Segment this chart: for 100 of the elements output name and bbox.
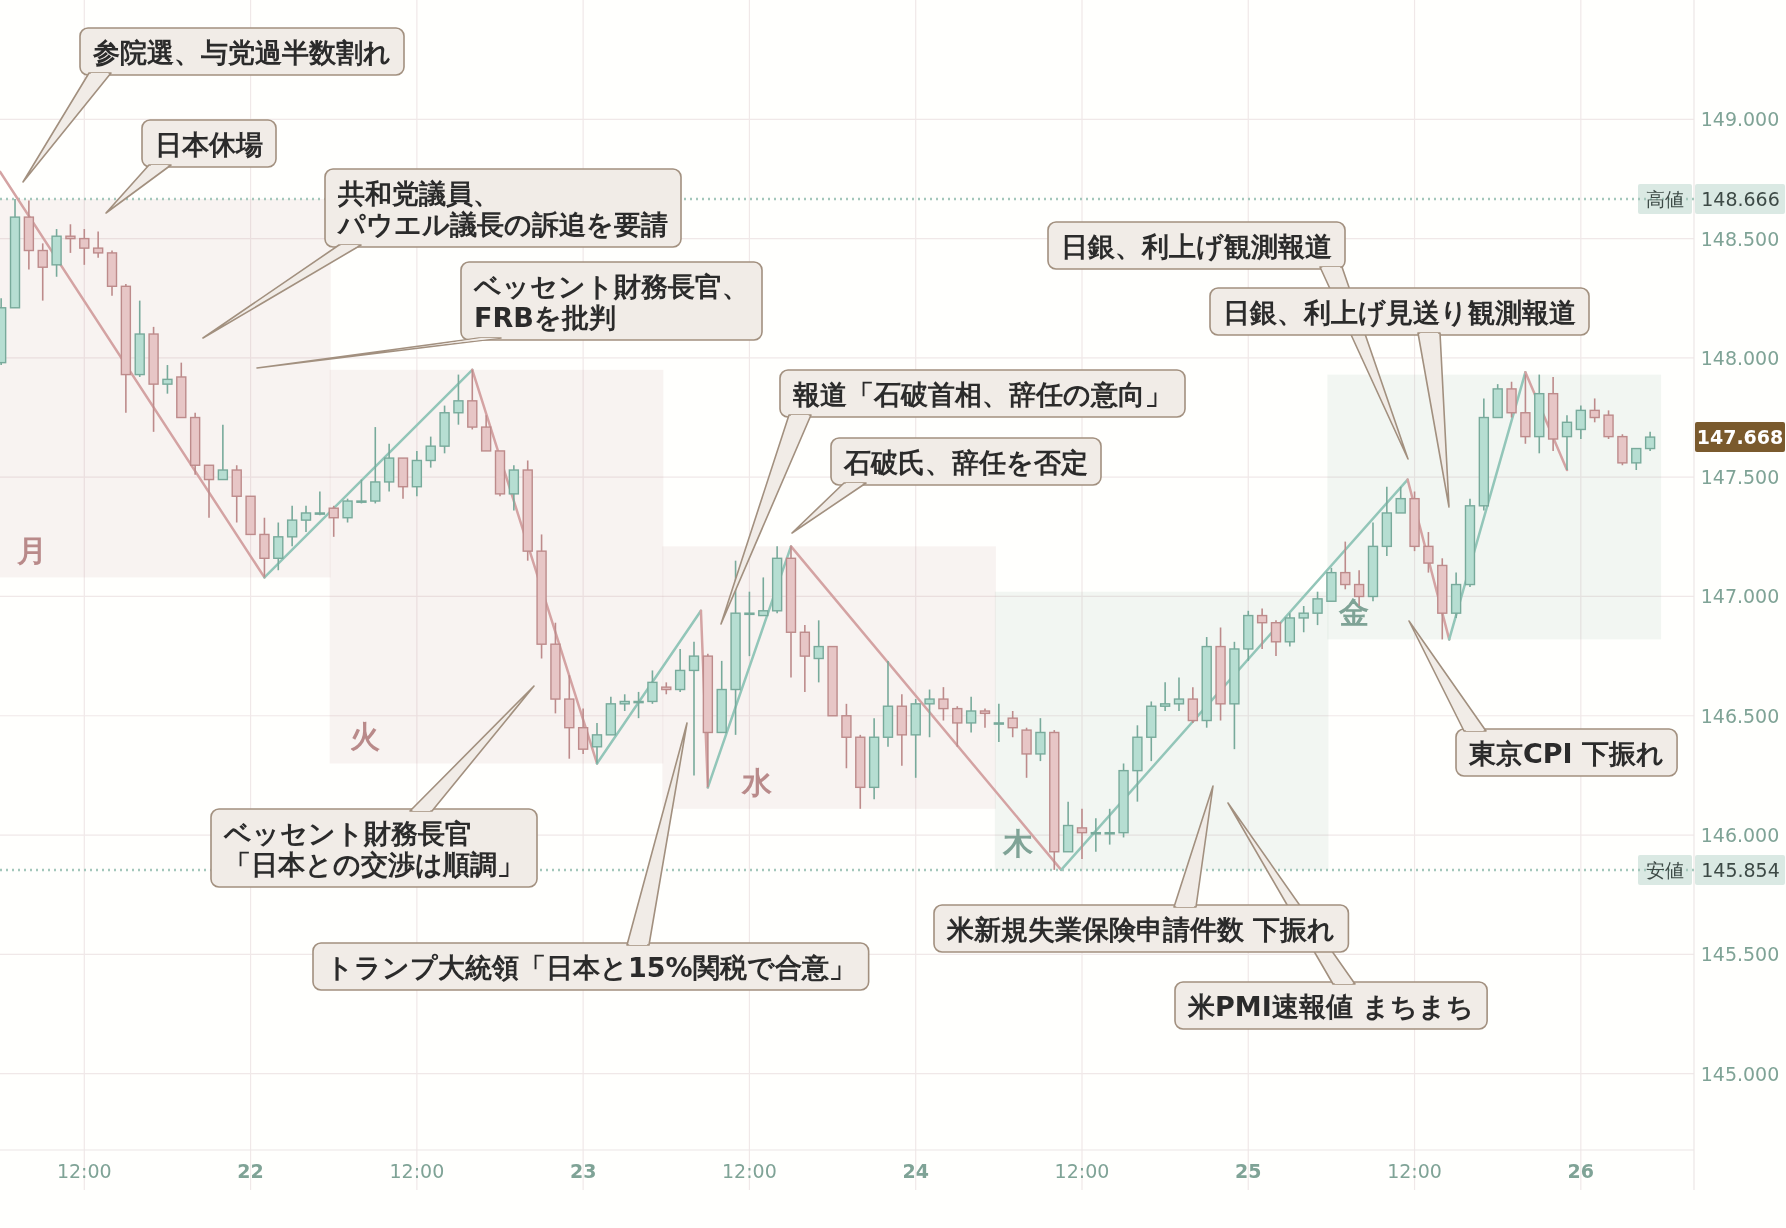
x-tick-label: 22 (237, 1160, 264, 1182)
candlestick (1159, 681, 1171, 712)
candlestick (79, 228, 90, 266)
annotation: トランプ大統領「日本と15%関税で合意」 (326, 952, 856, 983)
candlestick (328, 505, 339, 538)
candlestick (1298, 605, 1309, 634)
candlestick (1312, 590, 1323, 626)
candlestick (217, 423, 229, 481)
x-tick-label: 25 (1235, 1160, 1262, 1182)
annotation: 日銀、利上げ見送り観測報道 (1223, 297, 1576, 328)
candlestick (1520, 373, 1531, 445)
candlestick (1187, 686, 1199, 724)
price-tag: 147.668 (1695, 422, 1785, 453)
x-tick-label: 12:00 (1387, 1160, 1442, 1182)
candlestick (1561, 414, 1573, 471)
candlestick (425, 435, 436, 469)
candlestick (273, 521, 284, 572)
band-label: 水 (741, 764, 774, 800)
candlestick (1007, 710, 1018, 739)
candlestick (799, 624, 811, 693)
y-tick-label: 147.500 (1700, 466, 1780, 489)
candlestick (1173, 676, 1185, 712)
candlestick (383, 442, 395, 493)
candlestick (965, 695, 977, 734)
candlestick (813, 619, 824, 684)
candlestick (591, 722, 603, 765)
candlestick (993, 703, 1005, 743)
candlestick (1340, 540, 1351, 591)
candlestick (1035, 717, 1046, 762)
annotation: 東京CPI 下振れ (1468, 738, 1665, 769)
candlestick (259, 516, 270, 579)
callout: 日本休場 (105, 119, 277, 214)
candlestick (841, 703, 852, 770)
candlestick (577, 707, 589, 755)
annotation: 共和党議員、パウエル議長の訴追を要請 (336, 178, 668, 240)
y-tick-label: 148.500 (1700, 227, 1780, 250)
band-label: 月 (16, 533, 48, 569)
candlestick (1270, 619, 1282, 657)
candlestick (1395, 485, 1406, 514)
annotation: 米PMI速報値 まちまち (1187, 991, 1475, 1022)
y-tick-label: 147.000 (1700, 585, 1780, 608)
candlestick (1589, 397, 1600, 424)
candlestick (1575, 404, 1587, 440)
candlestick (1021, 726, 1032, 779)
candlestick (1076, 808, 1088, 860)
candlestick (203, 464, 215, 519)
band-label: 火 (349, 719, 380, 755)
candlestick (1090, 817, 1102, 853)
candlestick (37, 242, 48, 302)
x-tick-label: 23 (569, 1160, 597, 1182)
candlestick (674, 648, 686, 693)
candlestick (647, 669, 658, 705)
annotation: 石破氏、辞任を否定 (843, 447, 1088, 478)
candlestick (162, 364, 173, 395)
candlestick (342, 497, 353, 524)
x-tick-label: 12:00 (1054, 1160, 1110, 1182)
ref-line-label: 高値 (1646, 187, 1684, 210)
x-tick-label: 12:00 (56, 1160, 112, 1182)
ref-line-label: 安値 (1646, 858, 1684, 881)
y-tick-label: 146.000 (1700, 824, 1780, 847)
candlestick (619, 693, 630, 712)
candlestick (370, 426, 381, 505)
x-tick-label: 12:00 (722, 1160, 777, 1182)
callout: 石破氏、辞任を否定 (791, 437, 1102, 534)
candlestick (508, 464, 520, 512)
annotation: ベッセント財務長官、FRBを批判 (473, 271, 749, 333)
candlestick (1631, 447, 1642, 471)
candlestick (92, 230, 104, 259)
candlestick (744, 590, 755, 657)
candlestick (1644, 431, 1656, 452)
candlestick (952, 705, 963, 748)
candlestick (286, 505, 298, 548)
y-tick-label: 146.500 (1700, 704, 1780, 727)
annotation: 報道「石破首相、辞任の意向」 (792, 379, 1172, 410)
annotation: 日本休場 (155, 129, 263, 160)
candlestick (480, 414, 492, 452)
annotation: ベッセント財務長官「日本との交渉は順調」 (223, 818, 524, 880)
annotation: 日銀、利上げ観測報道 (1061, 231, 1332, 262)
candlestick (979, 707, 991, 729)
y-tick-label: 149.000 (1700, 108, 1780, 131)
candlestick (1506, 380, 1517, 419)
x-tick-label: 12:00 (389, 1160, 445, 1182)
y-tick-label: 148.000 (1700, 346, 1780, 369)
candlestick (1256, 607, 1268, 650)
candlestick (924, 688, 935, 739)
callout: 東京CPI 下振れ (1408, 620, 1678, 777)
candlestick (453, 373, 464, 426)
candlestick (1603, 409, 1614, 440)
candlestick (1104, 808, 1115, 846)
band-label: 木 (1001, 825, 1034, 861)
x-tick-label: 26 (1567, 1160, 1595, 1182)
y-tick-label: 145.500 (1700, 943, 1780, 966)
candlestick (1284, 612, 1296, 648)
y-tick-label: 145.000 (1700, 1062, 1780, 1085)
callout: 日銀、利上げ見送り観測報道 (1209, 287, 1590, 508)
candlestick (758, 576, 769, 617)
annotation: 参院選、与党過半数割れ (92, 37, 391, 68)
candlestick (688, 641, 700, 777)
x-tick-label: 24 (902, 1160, 929, 1182)
callout: ベッセント財務長官、FRBを批判 (256, 261, 763, 369)
